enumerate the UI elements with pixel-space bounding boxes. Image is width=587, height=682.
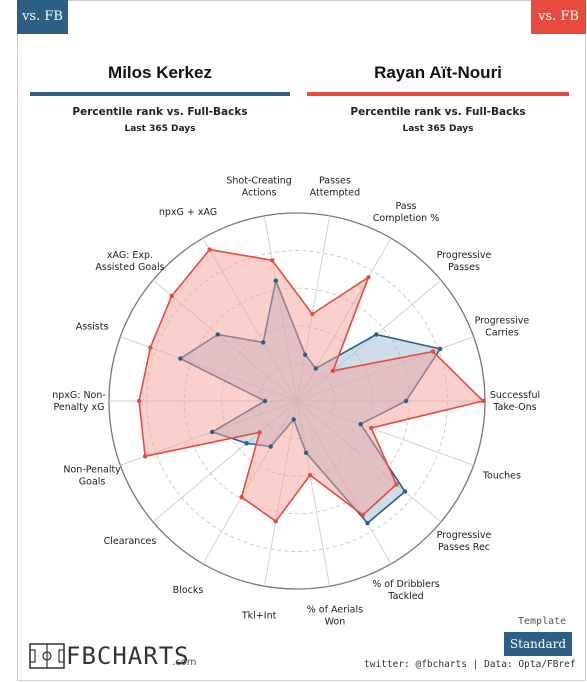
series-2-point: [330, 368, 336, 373]
series-2-point: [480, 398, 486, 404]
axis-label: Pass Completion %: [373, 201, 439, 224]
standard-template-button[interactable]: Standard: [504, 632, 572, 656]
vs-fb-tab-right[interactable]: vs. FB: [531, 0, 586, 34]
series-1-point: [437, 346, 443, 352]
series-1-point: [358, 421, 363, 427]
series-1-point: [215, 332, 220, 337]
series-2-point: [366, 275, 371, 280]
series-1-point: [210, 429, 215, 435]
axis-label: Tkl+Int: [241, 611, 277, 622]
series-2-point: [307, 472, 313, 478]
series-2-point: [136, 398, 142, 404]
fbcharts-logo-suffix: .com: [172, 657, 197, 668]
axis-label: Non-Penalty Goals: [63, 465, 121, 488]
series-2-point: [430, 349, 436, 354]
axis-label: Clearances: [104, 536, 157, 547]
series-1-point: [244, 441, 249, 446]
series-1-point: [273, 278, 278, 283]
axis-label: Blocks: [173, 585, 204, 596]
axis-label: Progressive Carries: [475, 315, 530, 338]
credit-line: twitter: @fbcharts | Data: Opta/FBref: [364, 659, 576, 670]
series-1-point: [303, 352, 308, 357]
series-2-point: [148, 345, 153, 350]
series-1-point: [268, 444, 273, 449]
series-2-point: [239, 494, 244, 500]
right-period: Last 365 Days: [402, 124, 474, 134]
series-1-point: [313, 366, 318, 371]
axis-label: xAG: Exp. Assisted Goals: [95, 250, 164, 273]
series-1-point: [402, 489, 408, 494]
template-label: Template: [518, 616, 567, 627]
right-player-name: Rayan Aït-Nouri: [374, 63, 502, 82]
series-2-point: [142, 454, 148, 459]
fbcharts-logo-text: FBCHARTS: [66, 642, 190, 670]
axis-label: Successful Take-Ons: [490, 390, 540, 413]
series-2-point: [394, 482, 399, 487]
axis-label: Assists: [76, 321, 109, 332]
series-1-point: [291, 417, 296, 422]
axis-label: % of Aerials Won: [307, 605, 363, 628]
series-2-point: [169, 293, 174, 299]
axis-label: npxG: Non-Penalty xG: [52, 390, 106, 413]
vs-fb-tab-left[interactable]: vs. FB: [17, 0, 68, 34]
axis-label: Progressive Passes: [437, 250, 492, 273]
series-2-point: [270, 258, 275, 263]
right-player-bar: [307, 92, 569, 96]
series-1-point: [303, 450, 309, 455]
series-1-point: [261, 340, 266, 345]
series-1-point: [262, 398, 268, 404]
series-2-point: [207, 247, 212, 252]
left-subtitle: Percentile rank vs. Full-Backs: [72, 106, 248, 118]
axis-label: Passes Attempted: [310, 175, 361, 198]
left-player-bar: [30, 92, 290, 96]
series-1-point: [374, 332, 379, 337]
series-2-point: [360, 512, 365, 518]
axis-label: npxG + xAG: [159, 207, 217, 218]
series-2-point: [257, 430, 262, 435]
series-2-point: [369, 425, 374, 431]
right-subtitle: Percentile rank vs. Full-Backs: [350, 106, 526, 118]
pitch-logo-icon: [29, 643, 65, 669]
series-1-point: [403, 398, 409, 404]
left-period: Last 365 Days: [124, 124, 196, 134]
series-2-point: [310, 311, 315, 317]
axis-label: Shot-Creating Actions: [226, 175, 291, 198]
left-player-name: Milos Kerkez: [108, 63, 212, 82]
series-2-point: [273, 519, 278, 524]
axis-label: Progressive Passes Rec: [437, 530, 492, 553]
series-1-point: [365, 520, 370, 526]
series-1-point: [178, 356, 183, 361]
axis-label: % of Dribblers Tackled: [372, 579, 440, 602]
axis-label: Touches: [482, 471, 521, 482]
